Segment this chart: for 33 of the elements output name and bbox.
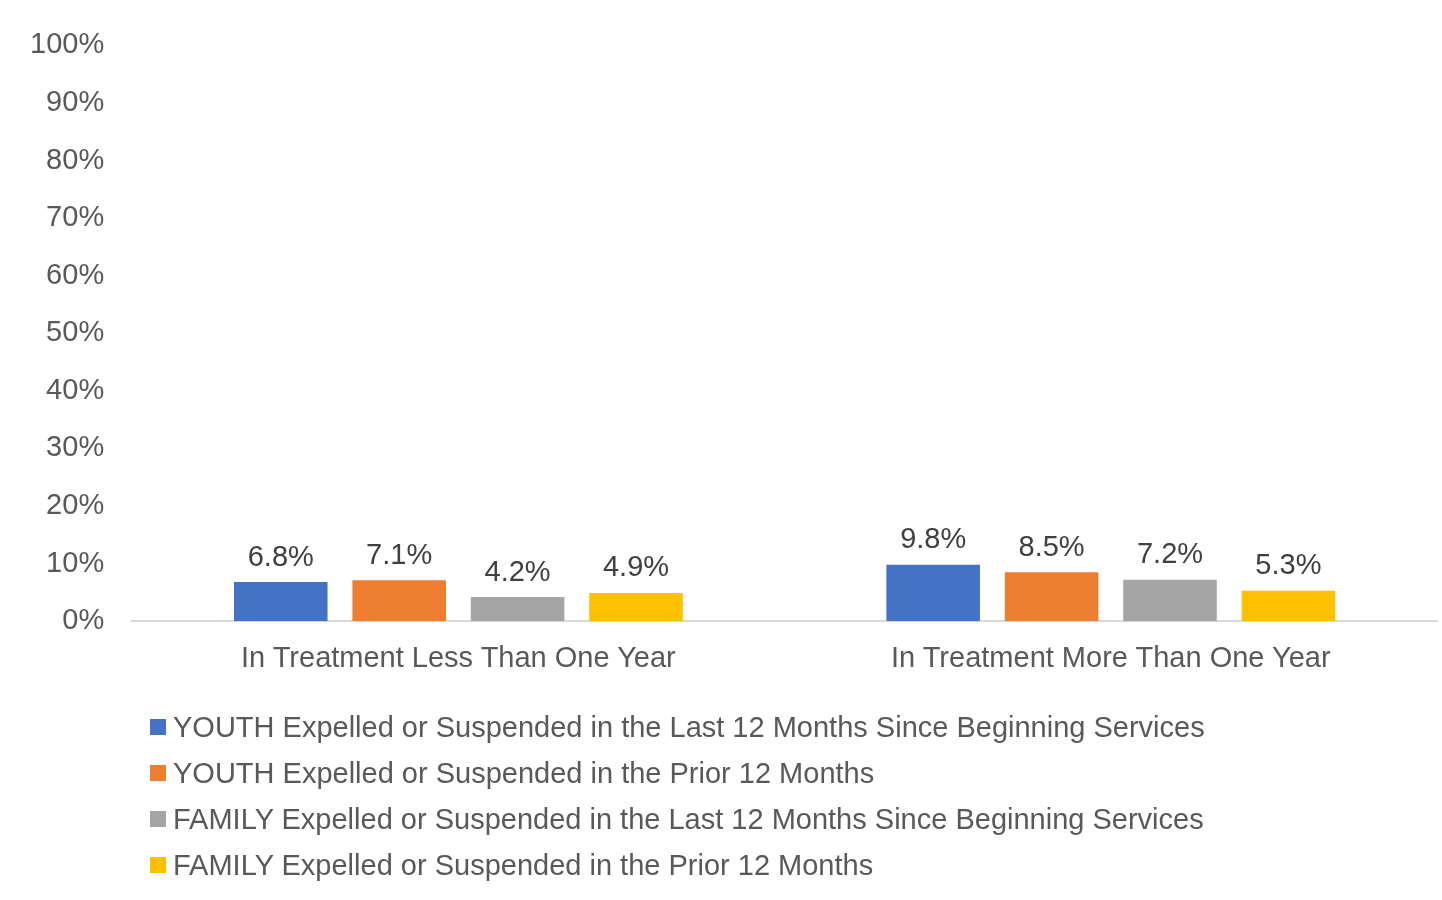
legend-label: FAMILY Expelled or Suspended in the Prior 12 Months <box>173 848 874 883</box>
bar <box>352 580 446 622</box>
y-tick-label: 40% <box>46 372 105 405</box>
data-label: 4.9% <box>602 550 670 583</box>
bar <box>1241 590 1336 622</box>
data-label: 9.8% <box>900 522 967 555</box>
bar <box>470 597 565 622</box>
y-tick-label: 70% <box>46 200 105 233</box>
bar <box>233 582 328 622</box>
x-tick-label: In Treatment More Than One Year <box>891 640 1331 673</box>
legend-label: YOUTH Expelled or Suspended in the Prior 12 Months <box>173 756 875 791</box>
y-tick-label: 80% <box>46 142 105 175</box>
legend-label: FAMILY Expelled or Suspended in the Last 12 Months Since Beginning Services <box>173 802 1204 837</box>
x-tick-label: In Treatment Less Than One Year <box>241 640 677 673</box>
bar <box>886 564 980 622</box>
y-tick-label: 20% <box>46 488 105 521</box>
data-label: 4.2% <box>484 554 551 587</box>
y-tick-label: 0% <box>62 603 105 636</box>
legend-label: YOUTH Expelled or Suspended in the Last 12 Months Since Beginning Services <box>173 710 1205 745</box>
y-tick-label: 60% <box>46 257 105 290</box>
bar <box>1123 579 1217 622</box>
y-tick-label: 30% <box>46 430 105 463</box>
y-tick-label: 10% <box>46 545 105 578</box>
data-label: 5.3% <box>1255 548 1322 581</box>
bar <box>589 592 683 622</box>
y-tick-label: 90% <box>46 84 105 117</box>
data-label: 8.5% <box>1018 529 1085 562</box>
data-label: 7.1% <box>366 537 433 570</box>
data-label: 7.2% <box>1136 537 1204 570</box>
bar <box>1004 572 1099 622</box>
data-label: 6.8% <box>247 539 314 572</box>
y-tick-label: 100% <box>30 27 105 60</box>
y-tick-label: 50% <box>46 315 105 348</box>
